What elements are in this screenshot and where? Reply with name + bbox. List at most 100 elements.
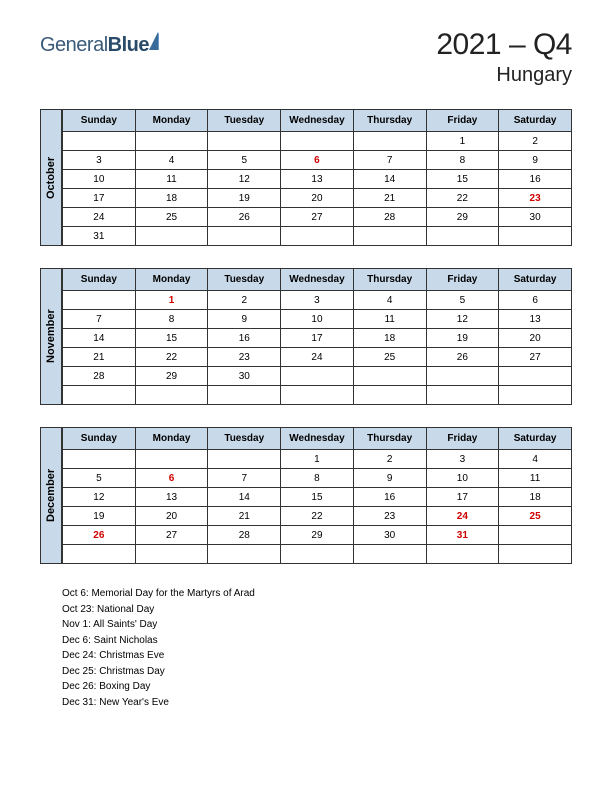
day-header: Tuesday [208, 110, 281, 132]
calendar-day-cell: 6 [281, 151, 354, 170]
calendar-day-cell: 18 [135, 189, 208, 208]
calendar-day-cell [63, 450, 136, 469]
holiday-entry: Oct 23: National Day [62, 602, 572, 618]
calendar-week-row: 19202122232425 [63, 507, 572, 526]
calendar-day-cell [281, 545, 354, 564]
calendar-day-cell: 3 [63, 151, 136, 170]
calendar-day-cell: 25 [499, 507, 572, 526]
calendar-day-cell: 15 [135, 329, 208, 348]
calendar-day-cell [426, 386, 499, 405]
calendar-day-cell [353, 545, 426, 564]
calendar-day-cell [208, 132, 281, 151]
logo-text: GeneralBlue [40, 34, 149, 57]
calendar-day-cell: 9 [208, 310, 281, 329]
calendar-day-cell: 26 [426, 348, 499, 367]
calendar-day-cell: 3 [281, 291, 354, 310]
calendar-day-cell: 11 [353, 310, 426, 329]
day-header: Monday [135, 269, 208, 291]
calendar-week-row [63, 545, 572, 564]
calendar-week-row: 567891011 [63, 469, 572, 488]
day-header: Monday [135, 110, 208, 132]
calendar-day-cell: 23 [499, 189, 572, 208]
month-tab: November [40, 268, 62, 405]
day-header: Thursday [353, 428, 426, 450]
calendar-day-cell [135, 227, 208, 246]
calendar-month-block: OctoberSundayMondayTuesdayWednesdayThurs… [40, 109, 572, 246]
calendar-week-row [63, 386, 572, 405]
calendar-day-cell: 15 [281, 488, 354, 507]
calendar-day-cell: 14 [63, 329, 136, 348]
calendar-day-cell: 13 [499, 310, 572, 329]
day-header: Thursday [353, 269, 426, 291]
calendar-day-cell: 16 [499, 170, 572, 189]
calendar-day-cell [426, 227, 499, 246]
calendar-day-cell: 7 [353, 151, 426, 170]
page-subtitle: Hungary [436, 64, 572, 87]
day-header: Saturday [499, 428, 572, 450]
holiday-entry: Dec 6: Saint Nicholas [62, 633, 572, 649]
calendar-day-cell: 2 [208, 291, 281, 310]
calendar-day-cell: 29 [281, 526, 354, 545]
holiday-list: Oct 6: Memorial Day for the Martyrs of A… [62, 586, 572, 710]
calendar-day-cell: 24 [426, 507, 499, 526]
calendar-day-cell: 27 [135, 526, 208, 545]
day-header: Sunday [63, 269, 136, 291]
logo: GeneralBlue [40, 34, 158, 57]
calendar-day-cell [63, 386, 136, 405]
calendar-table: SundayMondayTuesdayWednesdayThursdayFrid… [62, 427, 572, 564]
calendar-day-cell: 4 [135, 151, 208, 170]
day-header: Wednesday [281, 110, 354, 132]
calendar-day-cell: 4 [499, 450, 572, 469]
calendar-day-cell: 13 [281, 170, 354, 189]
calendar-day-cell: 25 [353, 348, 426, 367]
calendar-day-cell [208, 386, 281, 405]
calendar-day-cell: 28 [353, 208, 426, 227]
calendar-day-cell: 8 [281, 469, 354, 488]
calendar-week-row: 12131415161718 [63, 488, 572, 507]
calendar-day-cell [281, 132, 354, 151]
calendar-month-block: NovemberSundayMondayTuesdayWednesdayThur… [40, 268, 572, 405]
calendar-day-cell [499, 526, 572, 545]
calendar-day-cell [63, 132, 136, 151]
calendar-day-cell [208, 545, 281, 564]
calendar-day-cell [135, 450, 208, 469]
calendar-day-cell: 1 [281, 450, 354, 469]
calendar-day-cell: 14 [353, 170, 426, 189]
calendar-day-cell [353, 132, 426, 151]
calendar-day-cell: 5 [208, 151, 281, 170]
holiday-entry: Dec 26: Boxing Day [62, 679, 572, 695]
day-header: Sunday [63, 110, 136, 132]
calendar-week-row: 262728293031 [63, 526, 572, 545]
calendar-day-cell: 31 [63, 227, 136, 246]
day-header: Wednesday [281, 269, 354, 291]
calendar-month-block: DecemberSundayMondayTuesdayWednesdayThur… [40, 427, 572, 564]
logo-word-2: Blue [108, 34, 149, 56]
calendar-day-cell: 3 [426, 450, 499, 469]
calendar-day-cell: 1 [135, 291, 208, 310]
holiday-entry: Dec 25: Christmas Day [62, 664, 572, 680]
calendar-day-cell: 26 [208, 208, 281, 227]
holiday-entry: Dec 31: New Year's Eve [62, 695, 572, 711]
calendar-day-cell: 11 [499, 469, 572, 488]
calendar-day-cell [208, 450, 281, 469]
day-header: Wednesday [281, 428, 354, 450]
calendar-day-cell [499, 227, 572, 246]
calendar-day-cell: 17 [63, 189, 136, 208]
calendar-day-cell [63, 291, 136, 310]
calendar-week-row: 12 [63, 132, 572, 151]
calendar-day-cell: 29 [426, 208, 499, 227]
calendar-day-cell: 10 [426, 469, 499, 488]
calendar-day-cell: 22 [426, 189, 499, 208]
holiday-entry: Oct 6: Memorial Day for the Martyrs of A… [62, 586, 572, 602]
calendar-day-cell: 7 [208, 469, 281, 488]
calendar-day-cell: 9 [499, 151, 572, 170]
page-title: 2021 – Q4 [436, 28, 572, 62]
calendar-day-cell [499, 386, 572, 405]
calendar-day-cell: 16 [353, 488, 426, 507]
calendar-day-cell: 26 [63, 526, 136, 545]
title-block: 2021 – Q4 Hungary [436, 28, 572, 87]
calendar-day-cell [353, 367, 426, 386]
calendar-day-cell: 14 [208, 488, 281, 507]
calendar-day-cell [208, 227, 281, 246]
calendar-day-cell: 8 [426, 151, 499, 170]
